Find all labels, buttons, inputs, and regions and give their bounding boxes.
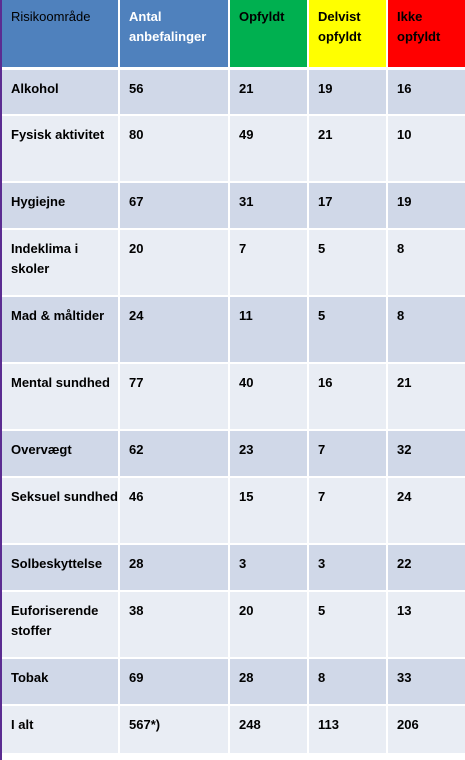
cell-delvist: 16	[308, 363, 388, 430]
cell-antal: 56	[119, 68, 230, 115]
table-row: Seksuel sundhed 46 15 7 24	[2, 477, 465, 544]
cell-delvist: 7	[308, 477, 388, 544]
cell-ikke: 19	[387, 182, 465, 229]
cell-delvist: 7	[308, 430, 388, 477]
cell-opfyldt: 15	[229, 477, 309, 544]
cell-ikke: 8	[387, 296, 465, 363]
cell-risikoomrade: Indeklima i skoler	[2, 229, 120, 296]
cell-antal: 77	[119, 363, 230, 430]
cell-opfyldt: 31	[229, 182, 309, 229]
total-row: I alt 567*) 248 113 206	[2, 705, 465, 753]
cell-delvist: 21	[308, 115, 388, 182]
cell-delvist: 5	[308, 296, 388, 363]
cell-risikoomrade: Hygiejne	[2, 182, 120, 229]
table-row: Solbeskyttelse 28 3 3 22	[2, 544, 465, 591]
cell-antal: 69	[119, 658, 230, 705]
cell-antal: 62	[119, 430, 230, 477]
table-row: Tobak 69 28 8 33	[2, 658, 465, 705]
table-row: Overvægt 62 23 7 32	[2, 430, 465, 477]
cell-ikke: 10	[387, 115, 465, 182]
cell-delvist: 17	[308, 182, 388, 229]
table-row: Mental sundhed 77 40 16 21	[2, 363, 465, 430]
cell-antal: 46	[119, 477, 230, 544]
table-row: Alkohol 56 21 19 16	[2, 68, 465, 115]
cell-opfyldt: 49	[229, 115, 309, 182]
cell-risikoomrade: Euforiserende stoffer	[2, 591, 120, 658]
cell-opfyldt: 20	[229, 591, 309, 658]
cell-opfyldt: 28	[229, 658, 309, 705]
header-risikoomrade: Risikoområde	[2, 0, 120, 70]
table-row: Fysisk aktivitet 80 49 21 10	[2, 115, 465, 182]
cell-antal: 67	[119, 182, 230, 229]
cell-ikke: 16	[387, 68, 465, 115]
cell-risikoomrade: Mental sundhed	[2, 363, 120, 430]
cell-delvist: 8	[308, 658, 388, 705]
cell-risikoomrade: Overvægt	[2, 430, 120, 477]
table-row: Mad & måltider 24 11 5 8	[2, 296, 465, 363]
cell-opfyldt: 7	[229, 229, 309, 296]
cell-antal: 28	[119, 544, 230, 591]
table-row: Euforiserende stoffer 38 20 5 13	[2, 591, 465, 658]
cell-risikoomrade: Tobak	[2, 658, 120, 705]
header-delvist-opfyldt: Delvist opfyldt	[308, 0, 388, 70]
cell-delvist: 113	[308, 705, 388, 753]
cell-ikke: 13	[387, 591, 465, 658]
cell-delvist: 5	[308, 229, 388, 296]
cell-ikke: 206	[387, 705, 465, 753]
table-row: Hygiejne 67 31 17 19	[2, 182, 465, 229]
cell-opfyldt: 21	[229, 68, 309, 115]
cell-ikke: 33	[387, 658, 465, 705]
cell-risikoomrade: Fysisk aktivitet	[2, 115, 120, 182]
header-ikke-opfyldt: Ikke opfyldt	[387, 0, 465, 70]
table-header: Risikoområde Antal anbefalinger Opfyldt …	[2, 0, 465, 70]
cell-ikke: 8	[387, 229, 465, 296]
cell-ikke: 21	[387, 363, 465, 430]
cell-opfyldt: 11	[229, 296, 309, 363]
table-body: Alkohol 56 21 19 16 Fysisk aktivitet 80 …	[2, 68, 465, 753]
header-row: Risikoområde Antal anbefalinger Opfyldt …	[2, 0, 465, 70]
cell-antal: 567*)	[119, 705, 230, 753]
cell-risikoomrade: Alkohol	[2, 68, 120, 115]
cell-delvist: 3	[308, 544, 388, 591]
cell-ikke: 24	[387, 477, 465, 544]
cell-risikoomrade: Seksuel sundhed	[2, 477, 120, 544]
cell-opfyldt: 40	[229, 363, 309, 430]
cell-antal: 80	[119, 115, 230, 182]
cell-delvist: 5	[308, 591, 388, 658]
header-opfyldt: Opfyldt	[229, 0, 309, 70]
cell-antal: 38	[119, 591, 230, 658]
cell-antal: 24	[119, 296, 230, 363]
cell-risikoomrade: Solbeskyttelse	[2, 544, 120, 591]
cell-opfyldt: 3	[229, 544, 309, 591]
header-antal-anbefalinger: Antal anbefalinger	[119, 0, 230, 70]
cell-ikke: 22	[387, 544, 465, 591]
cell-opfyldt: 23	[229, 430, 309, 477]
cell-antal: 20	[119, 229, 230, 296]
table-row: Indeklima i skoler 20 7 5 8	[2, 229, 465, 296]
cell-ikke: 32	[387, 430, 465, 477]
cell-opfyldt: 248	[229, 705, 309, 753]
cell-risikoomrade: I alt	[2, 705, 120, 753]
cell-risikoomrade: Mad & måltider	[2, 296, 120, 363]
cell-delvist: 19	[308, 68, 388, 115]
